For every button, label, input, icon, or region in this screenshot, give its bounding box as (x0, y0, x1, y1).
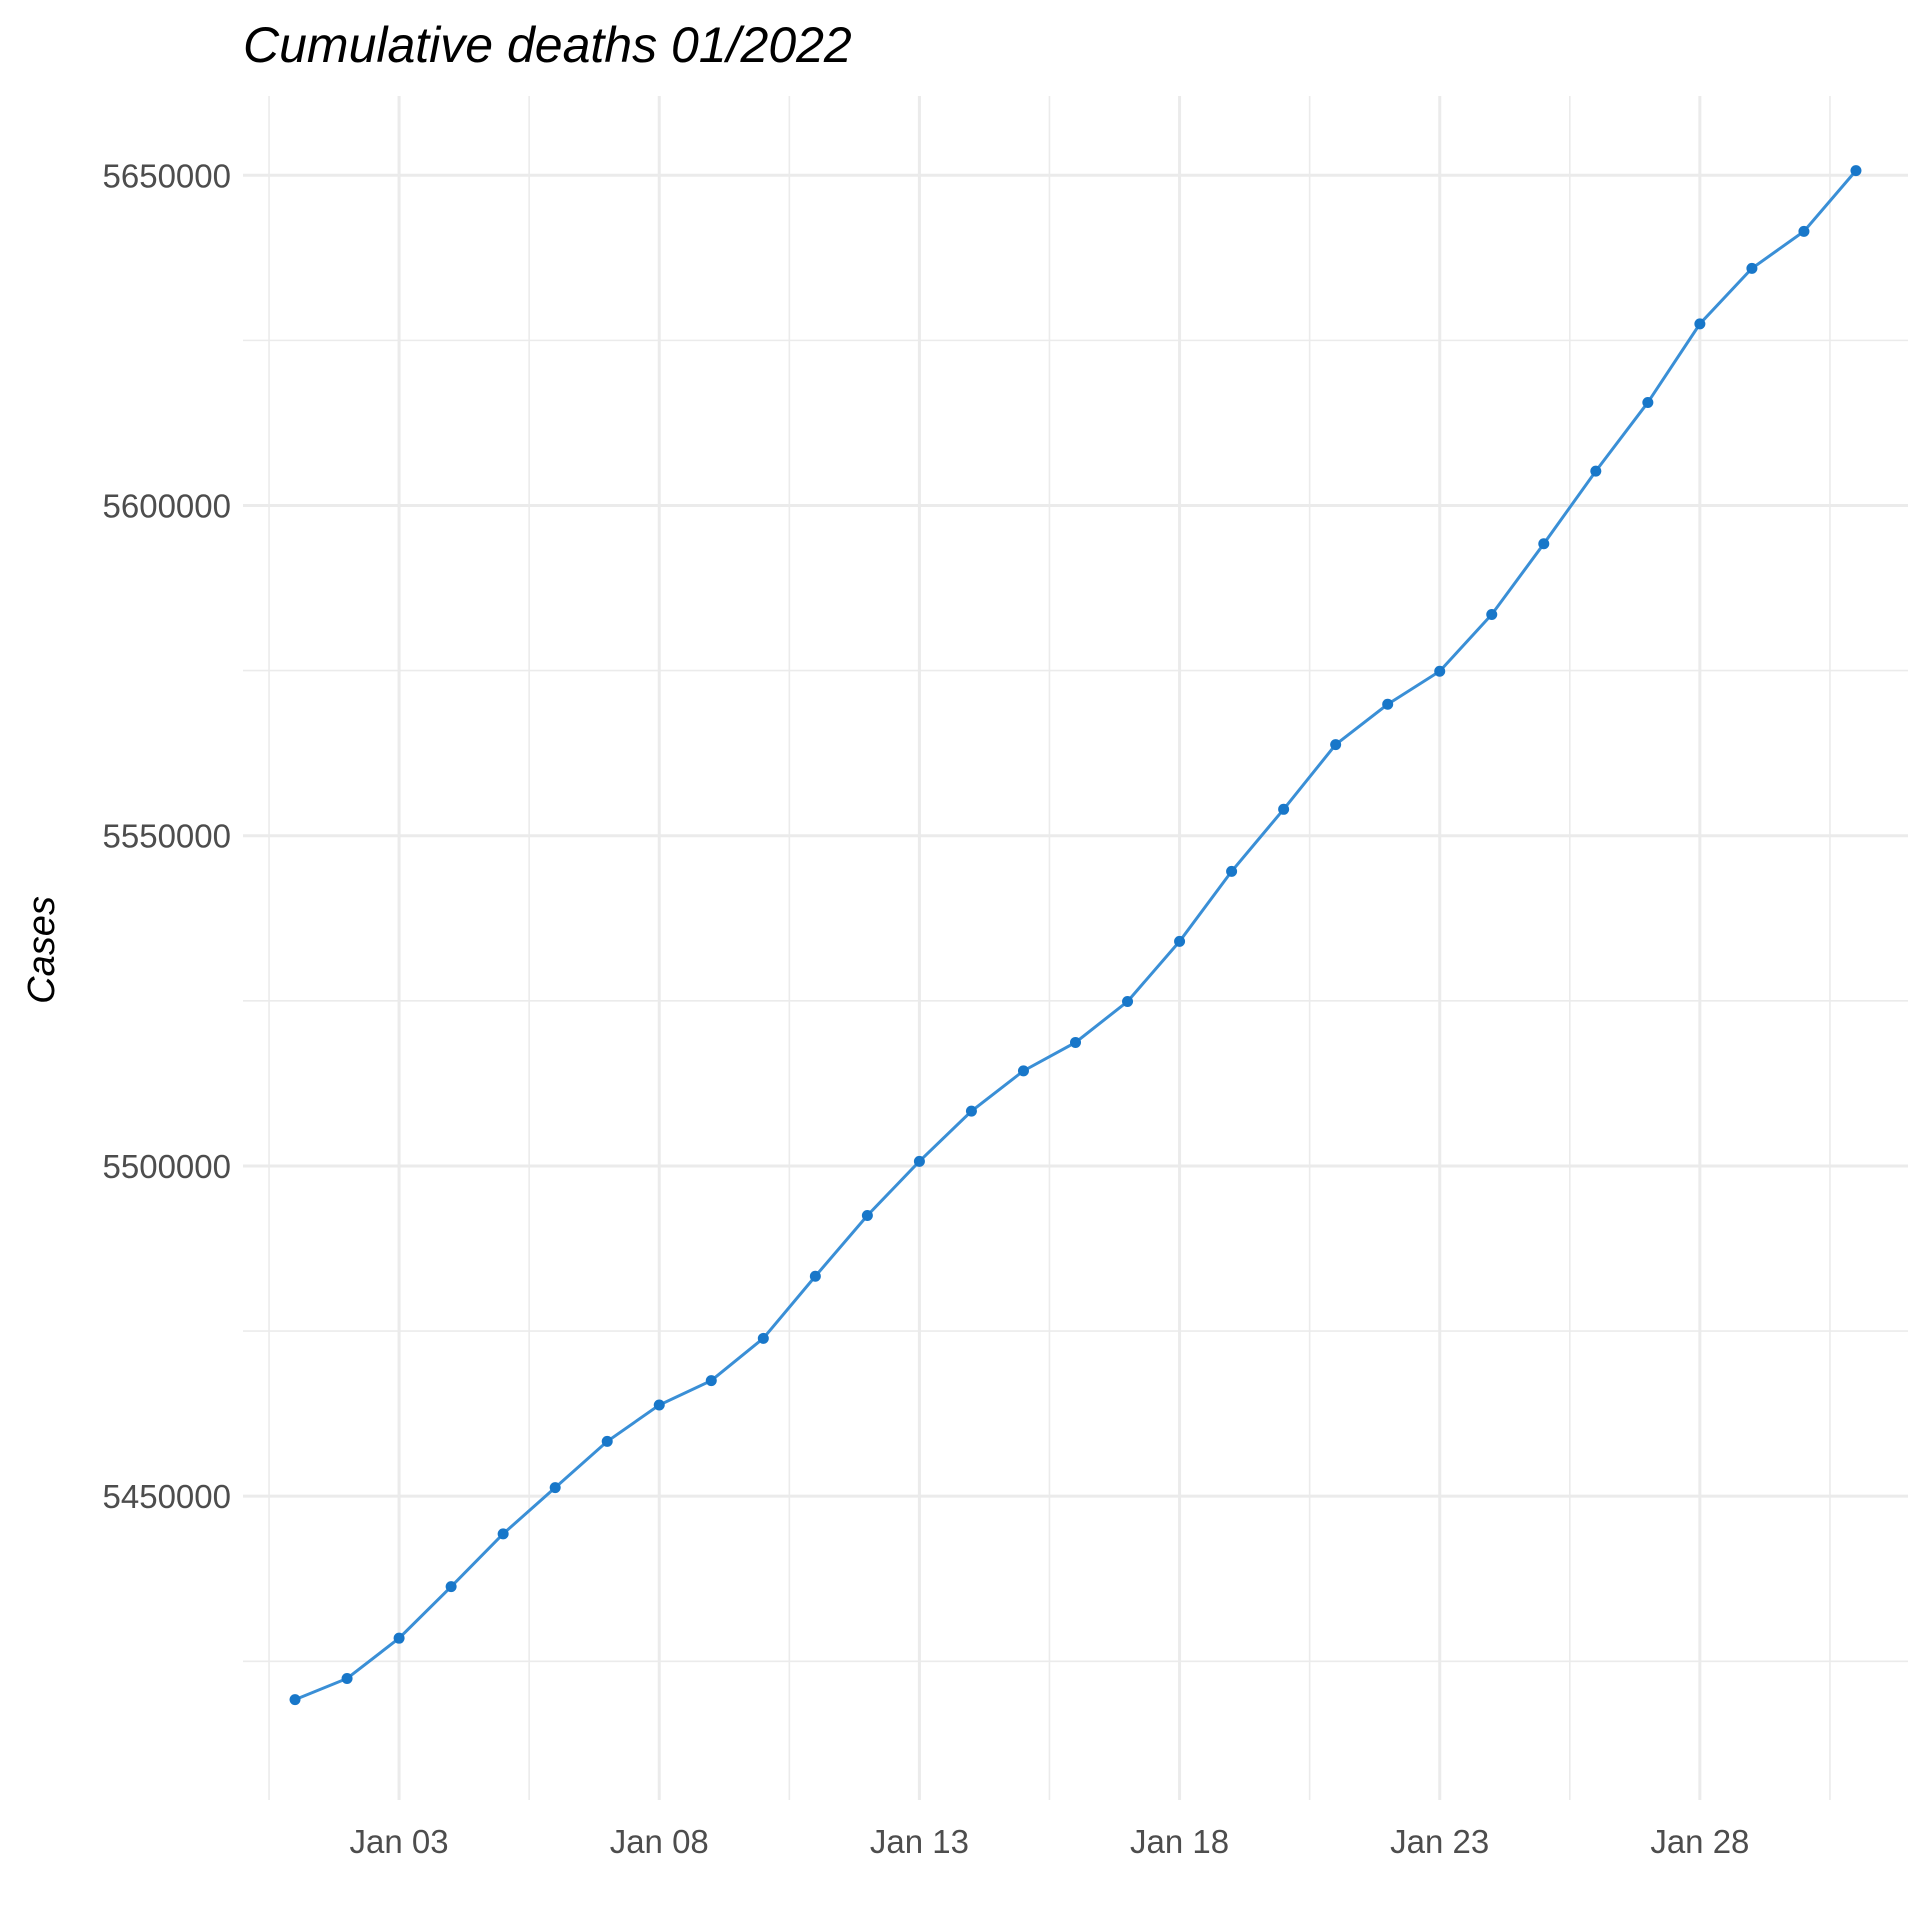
data-point (913, 1155, 925, 1167)
x-axis-tick-labels: Jan 03 Jan 08 Jan 13 Jan 18 Jan 23 Jan 28 (350, 1823, 1750, 1860)
data-point (601, 1435, 613, 1447)
grid-lines (243, 96, 1908, 1800)
data-point (1226, 865, 1238, 877)
x-tick-label: Jan 18 (1130, 1823, 1229, 1860)
x-tick-label: Jan 08 (610, 1823, 709, 1860)
data-points (289, 165, 1862, 1706)
data-point (1642, 396, 1654, 408)
data-point (549, 1482, 561, 1494)
data-point (1382, 698, 1394, 710)
x-tick-label: Jan 23 (1390, 1823, 1489, 1860)
data-point (1798, 225, 1810, 237)
data-point (393, 1632, 405, 1644)
data-point (1070, 1036, 1081, 1048)
y-tick-label: 5600000 (103, 487, 231, 524)
data-point (1278, 803, 1290, 815)
data-point (1017, 1065, 1029, 1077)
data-point (1590, 465, 1602, 477)
x-tick-label: Jan 13 (870, 1823, 969, 1860)
data-point (341, 1672, 353, 1684)
y-axis-tick-labels: 5450000 5500000 5550000 5600000 5650000 (103, 157, 231, 1515)
data-point (289, 1694, 301, 1706)
data-point (445, 1581, 457, 1593)
y-tick-label: 5650000 (103, 157, 231, 194)
data-point (861, 1209, 873, 1221)
data-point (1330, 739, 1342, 751)
data-point (705, 1375, 717, 1387)
data-point (1746, 262, 1758, 274)
data-point (757, 1332, 769, 1344)
x-tick-label: Jan 28 (1650, 1823, 1749, 1860)
y-tick-label: 5450000 (103, 1478, 231, 1515)
data-point (497, 1528, 509, 1540)
data-point (1174, 935, 1186, 947)
y-axis-title: Cases (21, 896, 63, 1004)
chart-title: Cumulative deaths 01/2022 (243, 17, 852, 73)
y-tick-label: 5550000 (103, 818, 231, 855)
y-tick-label: 5500000 (103, 1148, 231, 1185)
data-point (809, 1270, 821, 1282)
data-point (965, 1105, 977, 1117)
data-point (1694, 318, 1706, 330)
data-point (1850, 165, 1862, 177)
data-point (653, 1399, 665, 1411)
data-point (1538, 538, 1550, 550)
data-point (1486, 608, 1498, 620)
x-tick-label: Jan 03 (350, 1823, 449, 1860)
data-point (1122, 995, 1134, 1007)
data-point (1434, 665, 1446, 677)
